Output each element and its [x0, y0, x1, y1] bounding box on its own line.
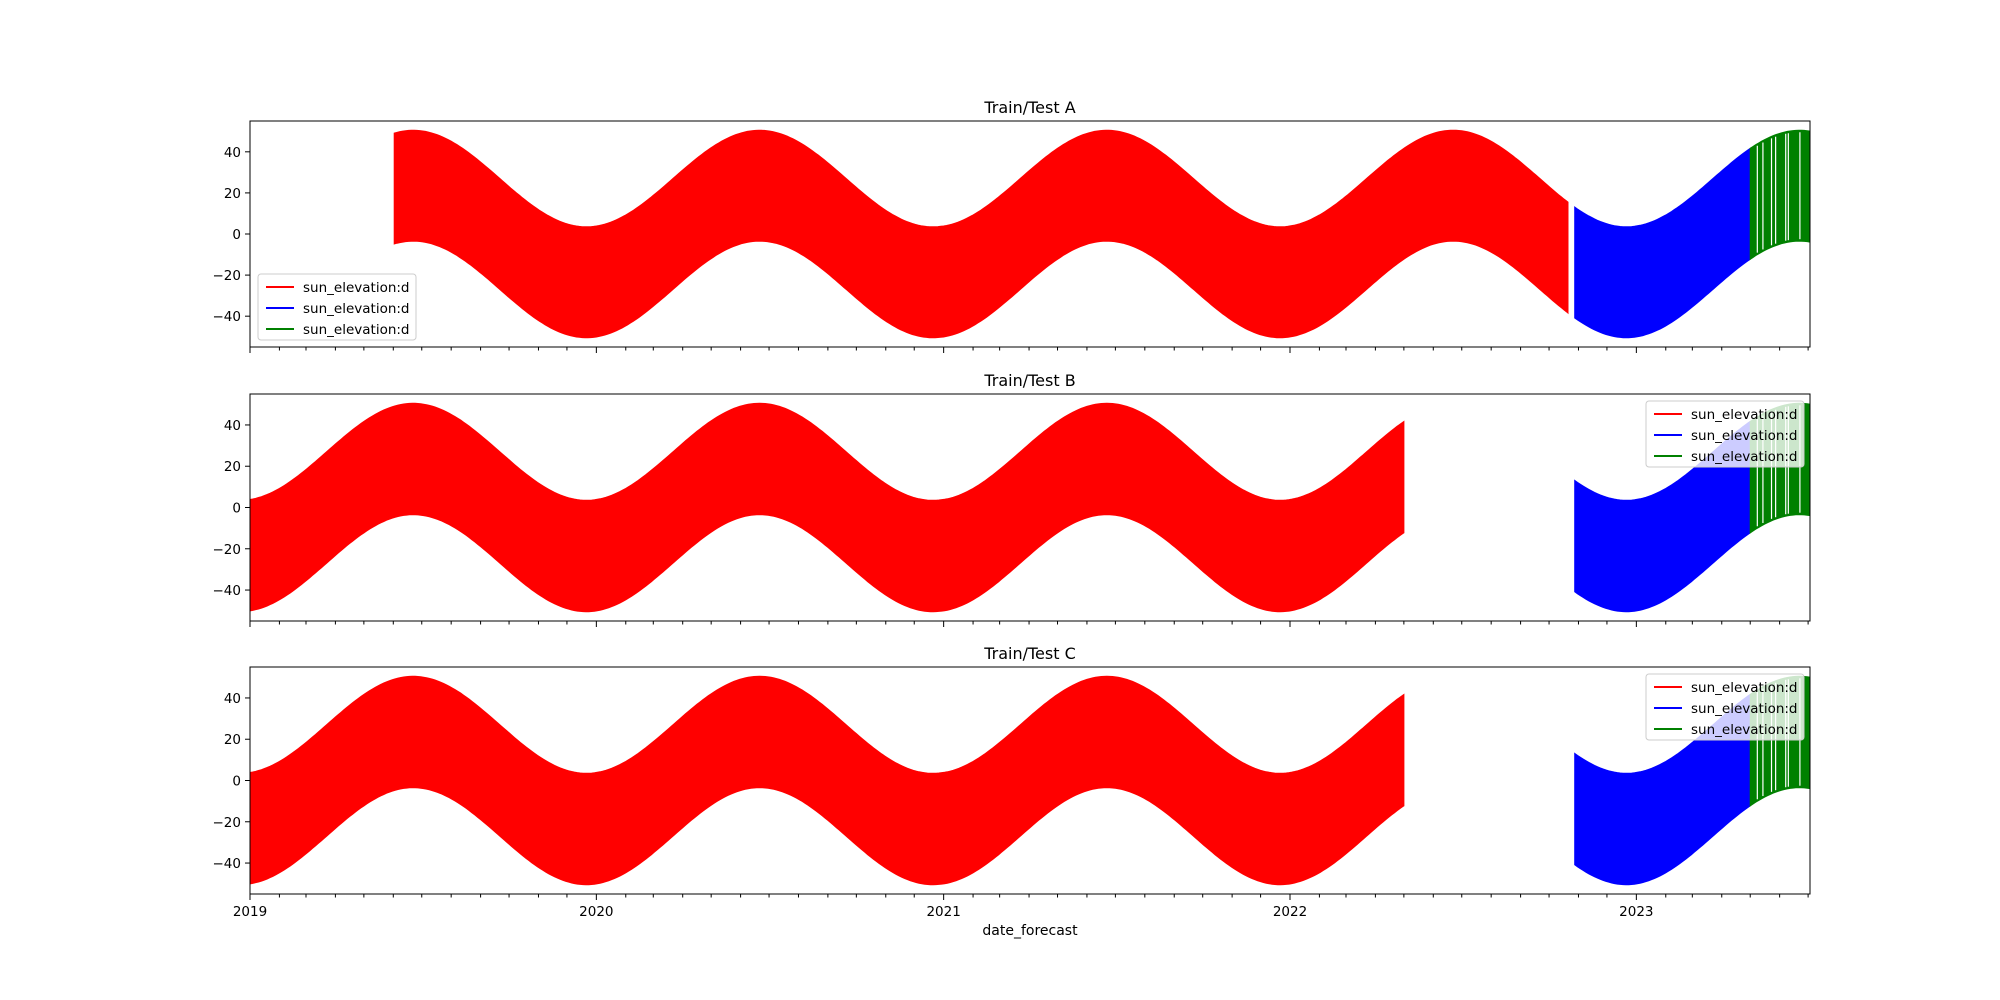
- legend-label: sun_elevation:d: [303, 280, 410, 296]
- legend-label: sun_elevation:d: [1691, 722, 1798, 738]
- legend-label: sun_elevation:d: [1691, 407, 1798, 423]
- legend: sun_elevation:d sun_elevation:d sun_elevat…: [1645, 400, 1805, 468]
- y-tick-label: 40: [224, 418, 241, 434]
- y-tick-label: −20: [213, 542, 242, 558]
- series-band-1: [249, 675, 1405, 886]
- legend-label: sun_elevation:d: [1691, 680, 1798, 696]
- legend-label: sun_elevation:d: [1691, 701, 1798, 717]
- y-tick-label: 40: [224, 691, 241, 707]
- series-band-2: [1574, 147, 1751, 339]
- series-band-1: [393, 129, 1569, 339]
- y-tick-label: −20: [213, 815, 242, 831]
- legend-label: sun_elevation:d: [303, 301, 410, 317]
- legend: sun_elevation:d sun_elevation:d sun_elevat…: [1645, 673, 1805, 741]
- series-band-1: [249, 402, 1405, 613]
- y-tick-label: −40: [213, 583, 242, 599]
- legend: sun_elevation:d sun_elevation:d sun_elevat…: [257, 273, 417, 341]
- y-tick-label: −20: [213, 268, 242, 284]
- y-tick-label: 20: [224, 186, 241, 202]
- y-tick-label: 20: [224, 732, 241, 748]
- chart-title: Train/Test A: [983, 98, 1075, 117]
- x-tick-label: 2022: [1273, 904, 1307, 920]
- legend-box: [1645, 400, 1805, 468]
- chart-title: Train/Test B: [983, 371, 1075, 390]
- y-tick-label: 0: [232, 774, 241, 790]
- chart-panel-2: Train/Test B40200−20−40sun_elevation:dsu…: [213, 371, 1811, 627]
- y-tick-label: 0: [232, 501, 241, 517]
- y-tick-label: −40: [213, 856, 242, 872]
- chart-panel-1: Train/Test A40200−20−40sun_elevation:dsu…: [213, 98, 1811, 353]
- legend-label: sun_elevation:d: [1691, 428, 1798, 444]
- x-axis-label: date_forecast: [982, 923, 1078, 939]
- x-tick-label: 2019: [233, 904, 267, 920]
- legend-box: [1645, 673, 1805, 741]
- x-tick-label: 2020: [579, 904, 613, 920]
- legend-box: [257, 273, 417, 341]
- y-tick-label: 0: [232, 227, 241, 243]
- y-tick-label: 20: [224, 459, 241, 475]
- y-tick-label: 40: [224, 145, 241, 161]
- legend-label: sun_elevation:d: [303, 322, 410, 338]
- chart-title: Train/Test C: [983, 644, 1076, 663]
- series-band-3: [1749, 129, 1811, 261]
- x-tick-label: 2021: [926, 904, 960, 920]
- legend-label: sun_elevation:d: [1691, 449, 1798, 465]
- y-tick-label: −40: [213, 309, 242, 325]
- x-tick-label: 2023: [1619, 904, 1653, 920]
- chart-panel-3: Train/Test C 40 20 0 −20 −40 2019 2020 2021 2022 2…: [213, 644, 1811, 939]
